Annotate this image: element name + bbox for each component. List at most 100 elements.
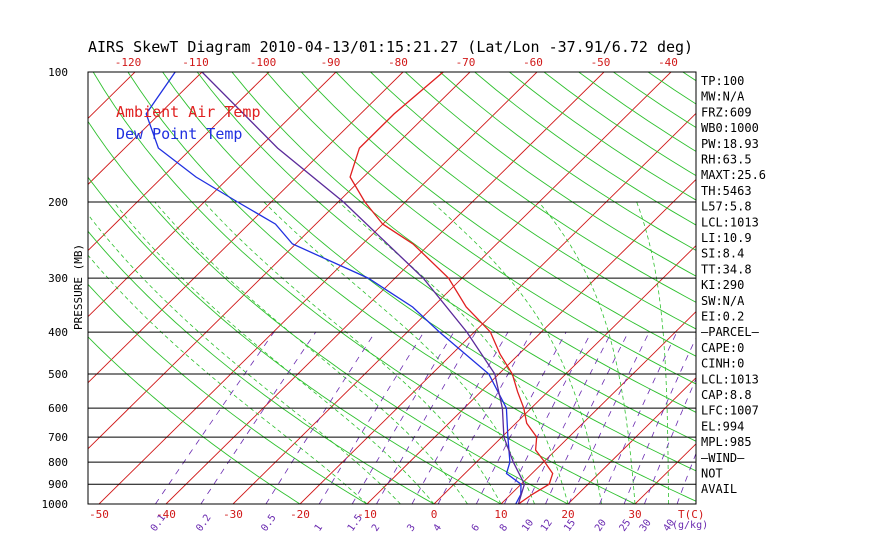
isotherm-line: [165, 72, 605, 504]
isotherm-line: [500, 311, 696, 504]
series-line-parcel: [201, 72, 526, 504]
dry-adiabat-line: [88, 283, 368, 504]
dry-adiabat-line: [88, 176, 502, 504]
top-temp-tick-label: -120: [115, 56, 142, 69]
dry-adiabat-line: [509, 72, 696, 201]
isotherm-line: [88, 72, 203, 186]
bottom-temp-tick-label: -10: [357, 508, 377, 521]
index-value: LCL:1013: [701, 372, 759, 386]
isotherm-line: [836, 72, 870, 504]
moist-adiabat-line: [636, 201, 669, 504]
mixing-ratio-label: 2: [370, 522, 382, 533]
mixing-ratio-label: 0.5: [259, 513, 278, 534]
series-lines: [145, 72, 554, 504]
pressure-tick-label: 600: [48, 402, 68, 415]
mixing-ratio-label: 12: [539, 518, 555, 534]
mixing-ratio-line: [526, 331, 612, 504]
isotherm-line: [98, 72, 538, 504]
pressure-tick-label: 500: [48, 368, 68, 381]
bottom-temp-tick-label: 10: [494, 508, 507, 521]
mixing-ratio-label: 10: [520, 518, 536, 534]
moist-adiabat-line: [88, 254, 368, 504]
top-temp-tick-label: -40: [658, 56, 678, 69]
index-value: L57:5.8: [701, 200, 752, 214]
pressure-tick-label: 100: [48, 66, 68, 79]
bottom-temp-tick-label: 20: [561, 508, 574, 521]
dry-adiabat-line: [856, 72, 870, 504]
mixing-ratio-label: 0.2: [194, 513, 213, 534]
index-value: CINH:0: [701, 357, 744, 371]
chart-title: AIRS SkewT Diagram 2010-04-13/01:15:21.2…: [88, 38, 693, 56]
dry-adiabat-line: [162, 72, 696, 472]
index-value: PW:18.93: [701, 137, 759, 151]
isobars: [88, 71, 696, 505]
mixing-ratio-line: [568, 331, 650, 504]
pressure-tick-label: 200: [48, 196, 68, 209]
bottom-temp-tick-label: -50: [89, 508, 109, 521]
top-temp-tick-label: -80: [388, 56, 408, 69]
moist-adiabat-line: [88, 213, 401, 504]
mixing-ratio-line: [351, 331, 455, 504]
bottom-temp-tick-label: -40: [156, 508, 176, 521]
dry-adiabat-line: [787, 72, 870, 504]
mixing-ratio-line: [599, 331, 678, 504]
bottom-temp-tick-label: -30: [223, 508, 243, 521]
mixing-ratio-label: 6: [470, 522, 482, 533]
series-line-dew-point-temp: [145, 72, 522, 504]
top-temp-tick-label: -90: [321, 56, 341, 69]
legend: Ambient Air Temp Dew Point Temp: [116, 103, 261, 143]
isotherm-line: [299, 112, 696, 504]
index-value: TH:5463: [701, 184, 752, 198]
mixing-ratio-unit-label: (g/kg): [672, 520, 708, 531]
dry-adiabat-line: [370, 72, 696, 303]
mixing-ratio-label: 1: [313, 522, 325, 533]
index-value: —WIND—: [701, 451, 745, 465]
bottom-temp-tick-label: 0: [431, 508, 438, 521]
temp-unit-label: T(C): [678, 508, 705, 521]
index-value: MPL:985: [701, 435, 752, 449]
isotherm-line: [88, 72, 270, 252]
index-value: EL:994: [701, 419, 744, 433]
index-value: SI:8.4: [701, 247, 744, 261]
top-temp-tick-label: -100: [250, 56, 277, 69]
dry-adiabat-line: [92, 72, 636, 504]
mixing-ratio-line: [318, 331, 425, 504]
pressure-tick-label: 400: [48, 326, 68, 339]
index-value: LCL:1013: [701, 215, 759, 229]
dry-adiabat-line: [752, 72, 870, 504]
index-value: FRZ:609: [701, 105, 752, 119]
legend-entry: Ambient Air Temp: [116, 103, 261, 121]
pressure-tick-label: 900: [48, 478, 68, 491]
isotherm-line: [232, 72, 672, 504]
bottom-temp-tick-label: -20: [290, 508, 310, 521]
mixing-ratio-line: [155, 331, 275, 504]
top-temp-tick-label: -110: [182, 56, 209, 69]
index-value: LI:10.9: [701, 231, 752, 245]
dry-adiabat-line: [88, 336, 301, 504]
series-line-ambient-air-temp: [349, 72, 554, 504]
mixing-ratio-line: [545, 331, 629, 504]
isotherm-line: [366, 178, 696, 504]
top-temp-tick-label: -60: [523, 56, 543, 69]
dry-adiabat-line: [88, 230, 435, 504]
moist-adiabat-line: [431, 201, 602, 504]
dry-adiabat-line: [335, 72, 696, 330]
index-value: TT:34.8: [701, 262, 752, 276]
mixing-ratio-label: 4: [432, 522, 444, 533]
index-value: RH:63.5: [701, 153, 752, 167]
index-value: WB0:1000: [701, 121, 759, 135]
pressure-tick-label: 700: [48, 431, 68, 444]
bottom-temp-tick-label: 30: [628, 508, 641, 521]
y-axis-label: PRESSURE (MB): [72, 244, 85, 330]
top-temp-tick-label: -70: [456, 56, 476, 69]
isotherm-line: [88, 72, 471, 450]
index-value: AVAIL: [701, 482, 737, 496]
moist-adiabat-line: [263, 201, 535, 504]
dry-adiabat-line: [266, 72, 696, 385]
index-value: MW:N/A: [701, 90, 745, 104]
dry-adiabat-line: [88, 120, 569, 504]
index-value: EI:0.2: [701, 310, 744, 324]
isotherm-line: [88, 72, 404, 384]
